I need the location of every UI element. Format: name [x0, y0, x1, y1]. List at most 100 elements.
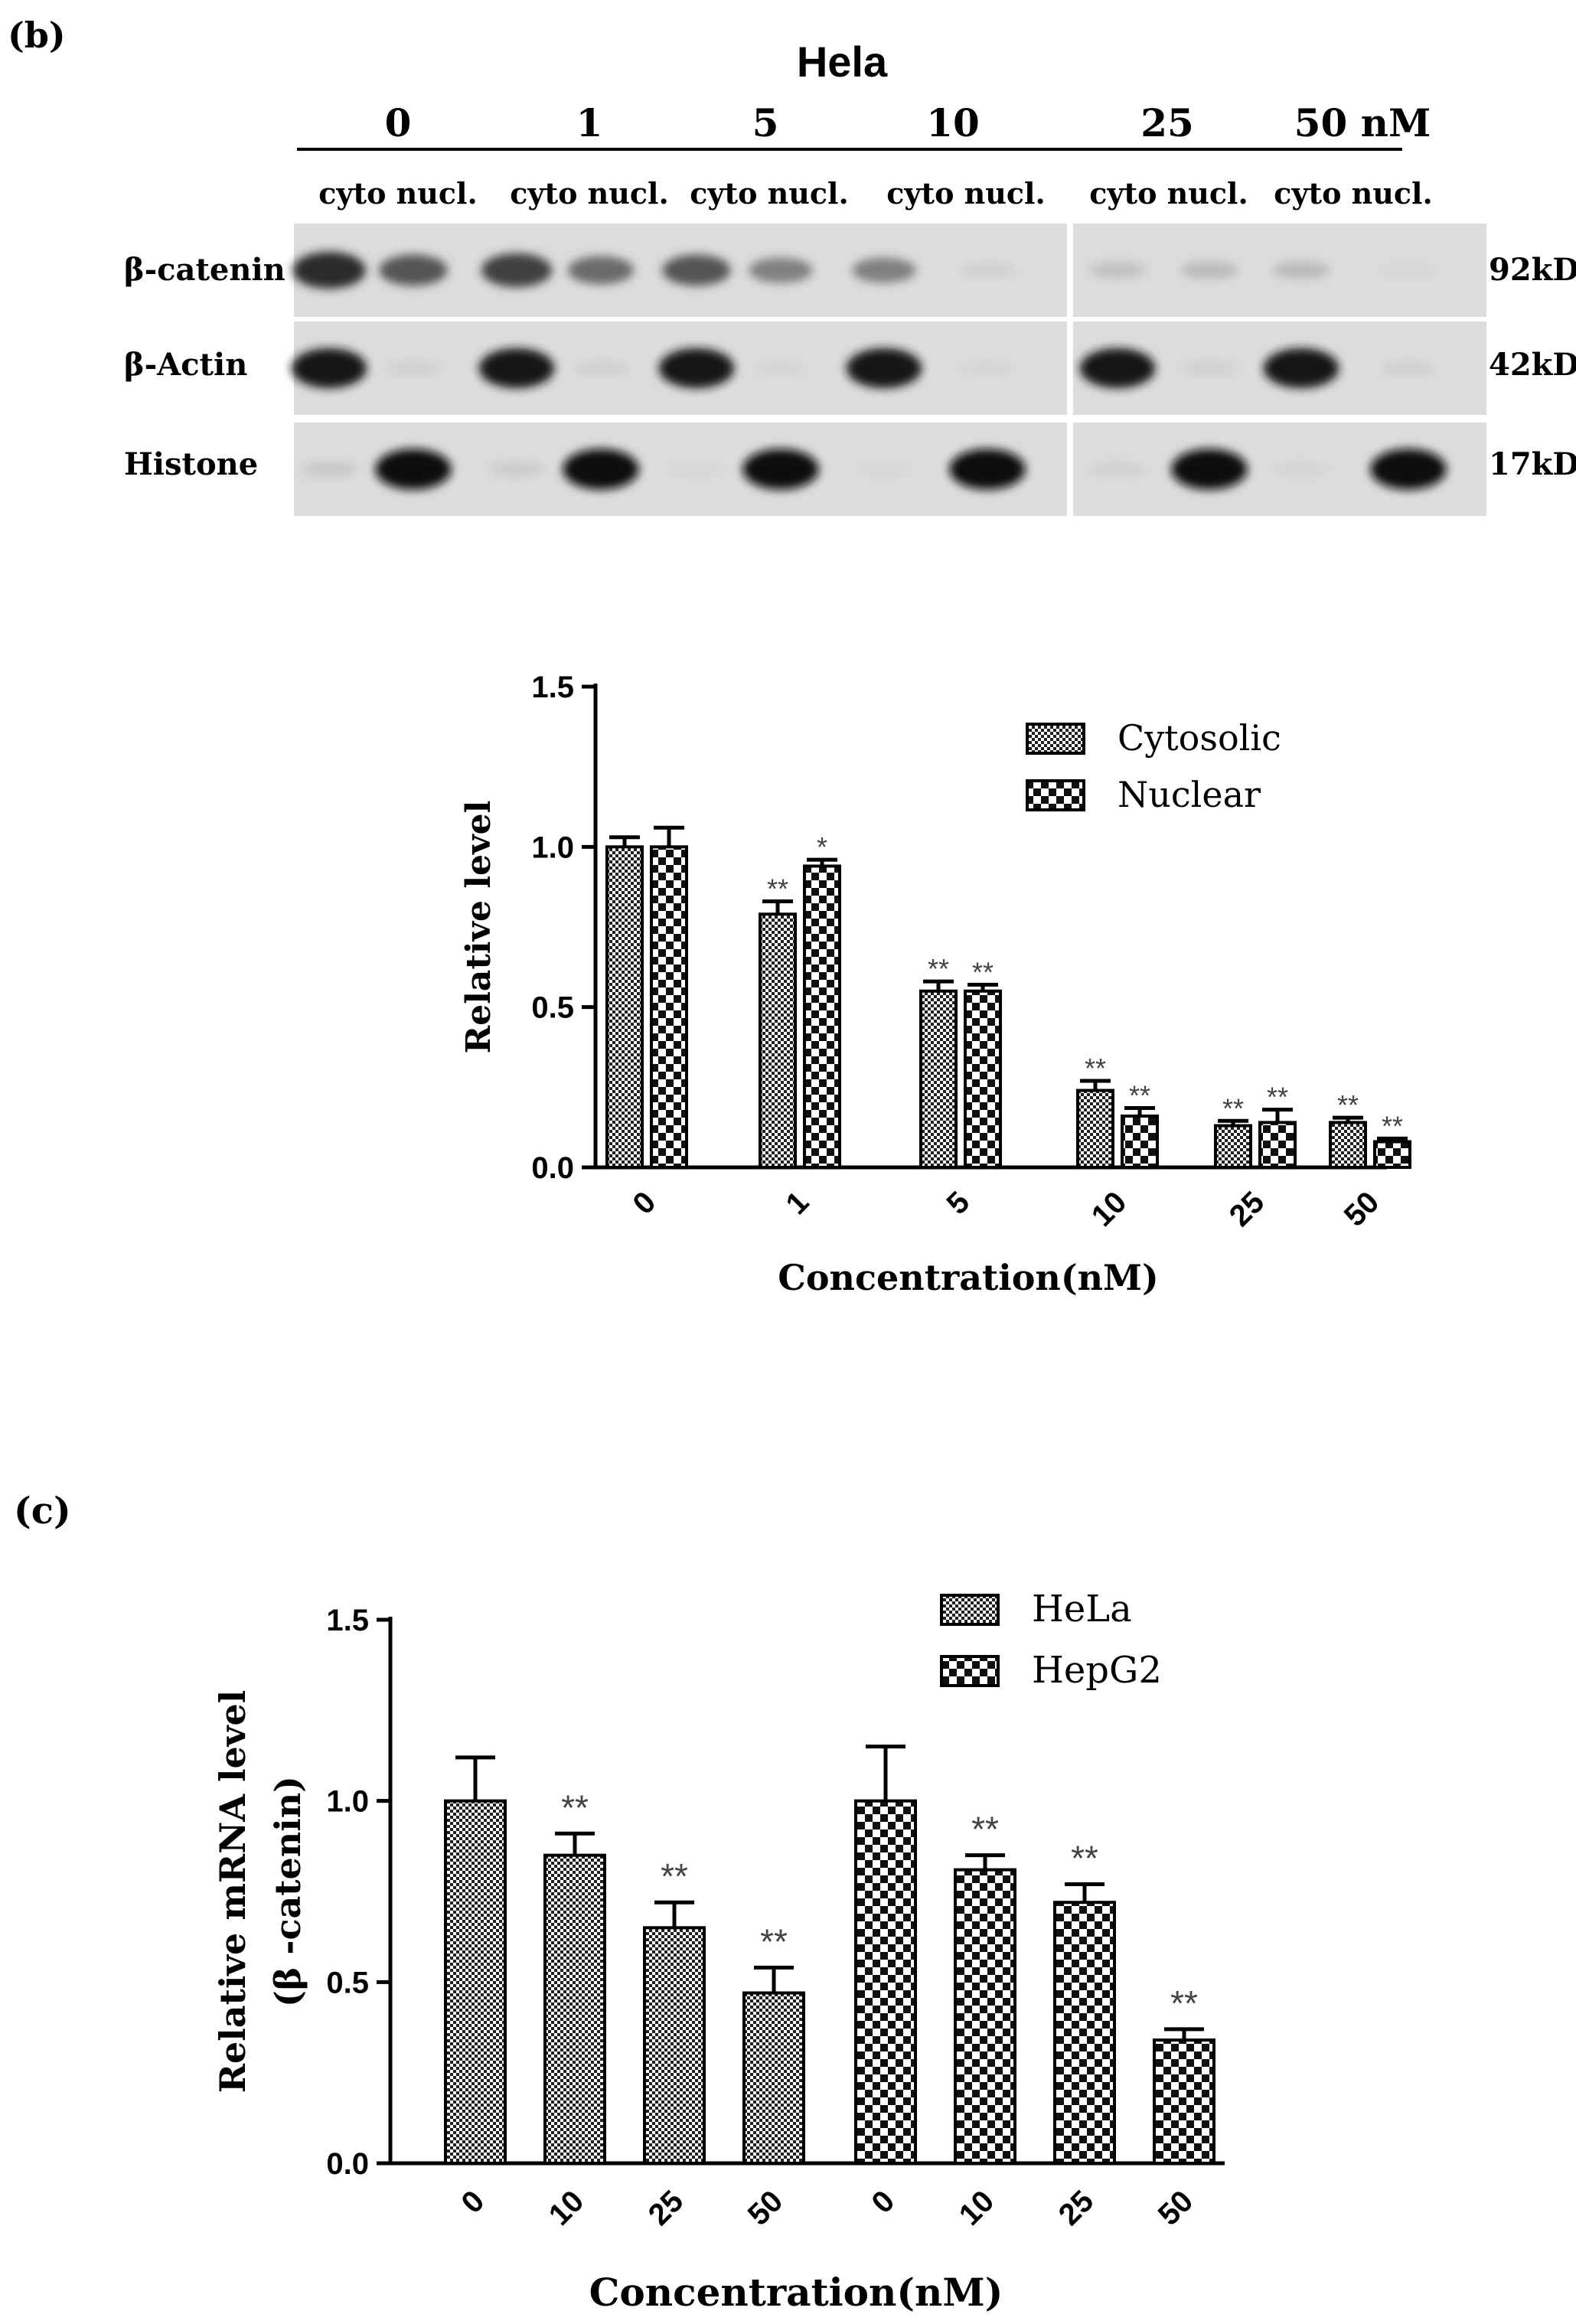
bar: [444, 1799, 507, 2166]
y-tick-label: 1.5: [531, 671, 574, 704]
bar: [1153, 2038, 1215, 2165]
x-tick-label: 25: [1223, 1185, 1271, 1233]
blot-fraction-label: cyto nucl.: [886, 176, 1045, 211]
significance-marker: **: [1071, 1839, 1098, 1878]
blot-band: [292, 251, 366, 289]
blot-band: [1380, 361, 1437, 376]
blot-band: [481, 253, 553, 288]
blot-fraction-label: cyto nucl.: [510, 176, 668, 211]
significance-marker: *: [817, 831, 827, 863]
blot-band: [563, 449, 639, 490]
bar: [543, 1853, 606, 2166]
blot-fraction-label: cyto nucl.: [1089, 176, 1248, 211]
y-tick-label: 0.0: [326, 2147, 369, 2181]
blot-band: [749, 257, 813, 283]
blot-protein-label: β-Actin: [124, 347, 247, 383]
significance-marker: **: [971, 1810, 999, 1849]
bar: [643, 1926, 706, 2165]
significance-marker: **: [1222, 1092, 1244, 1124]
legend-label: Nuclear: [1118, 774, 1261, 815]
blot-concentration-label: 10: [926, 100, 980, 145]
chart-cyto-nuclear: 0.0 0.5 1.0 1.5 Relative level Concentration(…: [459, 671, 1411, 1298]
blot-size-label: 92kD: [1489, 252, 1576, 288]
blot-fraction-label: cyto nucl.: [1274, 176, 1432, 211]
bar: [742, 1991, 805, 2166]
bar: [964, 989, 1002, 1169]
blot-band: [1370, 449, 1447, 490]
blot-band: [1180, 261, 1238, 279]
blot-fraction-label: cyto nucl.: [690, 176, 848, 211]
blot-concentration-label: 50 nM: [1294, 100, 1431, 145]
blot-band: [1088, 262, 1147, 279]
blot-cell-line: Hela: [797, 38, 888, 86]
blot-row: β-catenin 92kD: [124, 224, 1576, 317]
blot-band: [379, 254, 448, 286]
blot-band: [658, 348, 735, 389]
significance-marker: **: [1170, 1983, 1198, 2023]
y-tick-label: 0.0: [531, 1151, 574, 1185]
significance-marker: **: [1085, 1053, 1106, 1084]
bar: [1258, 1121, 1297, 1170]
y-tick-label: 1.5: [326, 1604, 369, 1637]
legend-swatch: [940, 1594, 1000, 1626]
x-tick-label: 0: [627, 1185, 663, 1221]
bar: [1373, 1140, 1411, 1170]
bar: [605, 845, 644, 1170]
blot-concentration-labels: 0 1 5 10 25 50 nM: [385, 100, 1431, 145]
bar: [1214, 1124, 1252, 1170]
blot-band: [949, 449, 1026, 490]
panel-b-label: (b): [8, 15, 66, 56]
blot-band: [1381, 263, 1436, 277]
chart-mrna-level: 0.0 0.5 1.0 1.5 Relative mRNA level (β -caten…: [212, 1588, 1225, 2315]
bar: [759, 912, 797, 1169]
bar: [919, 989, 958, 1169]
legend-label: Cytosolic: [1118, 717, 1281, 759]
x-tick-label: 50: [1338, 1185, 1386, 1233]
blot-band: [1089, 462, 1146, 477]
x-tick-label: 25: [642, 2184, 690, 2232]
x-tick-label: 10: [953, 2184, 1001, 2232]
x-tick-label: 50: [1152, 2184, 1200, 2232]
blot-size-label: 17kD: [1489, 446, 1576, 482]
x-tick-label: 1: [780, 1185, 816, 1221]
bar: [650, 845, 688, 1170]
significance-marker: **: [1382, 1110, 1403, 1141]
y-tick-label: 1.0: [531, 831, 574, 864]
x-tick-label: 5: [941, 1185, 977, 1221]
x-tick-label: 0: [455, 2184, 491, 2220]
blot-band: [1263, 348, 1339, 389]
blot-fraction-labels: cyto nucl. cyto nucl. cyto nucl. cyto nucl.…: [318, 176, 1432, 211]
legend-swatch: [1026, 723, 1085, 755]
y-tick-label: 1.0: [326, 1785, 369, 1819]
blot-band: [291, 348, 367, 389]
blot-band: [846, 348, 922, 389]
blot-concentration-label: 1: [576, 100, 603, 145]
blot-band: [1272, 261, 1330, 279]
x-tick-label: 50: [742, 2184, 790, 2232]
blot-band: [753, 361, 808, 376]
bar: [1053, 1901, 1116, 2165]
y-tick-label: 0.5: [531, 991, 574, 1025]
blot-size-label: 42kD: [1489, 347, 1576, 383]
blot-band: [852, 257, 916, 283]
blot-band: [567, 256, 635, 285]
blot-concentration-label: 5: [752, 100, 779, 145]
bar: [1121, 1115, 1159, 1169]
legend-swatch: [940, 1655, 1000, 1687]
x-axis-label: Concentration(nM): [589, 2270, 1003, 2315]
blot-band: [742, 449, 819, 490]
x-tick-label: 25: [1052, 2184, 1101, 2232]
significance-marker: **: [1337, 1089, 1359, 1121]
blot-concentration-label: 0: [385, 100, 412, 145]
significance-marker: **: [972, 956, 994, 987]
x-tick-label: 0: [866, 2184, 902, 2220]
blot-band: [960, 361, 1015, 376]
bar: [1329, 1121, 1367, 1170]
blot-row: β-Actin 42kD: [124, 322, 1576, 415]
blot-fraction-label: cyto nucl.: [318, 176, 477, 211]
bar: [854, 1799, 917, 2166]
blot-band: [1171, 449, 1248, 490]
blot-band: [573, 361, 629, 376]
significance-marker: **: [1267, 1082, 1288, 1113]
